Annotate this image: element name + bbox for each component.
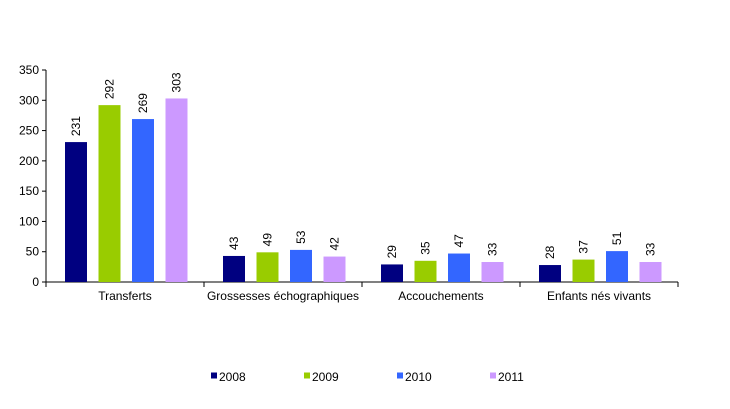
bar-2008 — [223, 255, 245, 282]
y-tick-label: 200 — [19, 154, 39, 168]
data-label: 43 — [227, 236, 241, 250]
bar-2009 — [414, 260, 437, 282]
legend-swatch-2008 — [211, 372, 217, 379]
data-label: 33 — [644, 242, 658, 256]
data-label: 292 — [103, 79, 117, 99]
x-category-label: Transferts — [98, 289, 152, 303]
legend-swatch-2011 — [490, 372, 496, 379]
x-category-label: Enfants nés vivants — [547, 289, 651, 303]
bar-2008 — [539, 265, 561, 282]
bar-2011 — [165, 98, 188, 283]
legend-swatch-2010 — [397, 372, 403, 379]
bar-2010 — [448, 253, 470, 282]
data-label: 37 — [577, 240, 591, 254]
y-tick-label: 300 — [19, 93, 39, 107]
data-label: 49 — [261, 233, 275, 247]
data-label: 28 — [543, 245, 557, 259]
legend-label: 2010 — [405, 370, 432, 384]
bar-2009 — [256, 252, 279, 282]
legend: 2008 2009 2010 2011 — [211, 370, 524, 384]
data-label: 303 — [170, 72, 184, 92]
bar-2009 — [572, 259, 595, 282]
bar-2008 — [381, 264, 403, 282]
data-label: 35 — [419, 241, 433, 255]
x-category-label: Accouchements — [398, 289, 483, 303]
bar-2009 — [98, 105, 121, 282]
x-category-label: Grossesses échographiques — [207, 289, 359, 303]
data-label: 51 — [610, 231, 624, 245]
bar-2010 — [606, 251, 628, 282]
data-label: 47 — [452, 234, 466, 248]
data-label: 231 — [69, 116, 83, 136]
bar-2008 — [65, 142, 87, 282]
y-tick-label: 100 — [19, 214, 39, 228]
bar-2010 — [290, 249, 312, 282]
y-tick-label: 250 — [19, 124, 39, 138]
data-label: 42 — [328, 237, 342, 251]
data-label: 53 — [294, 230, 308, 244]
y-tick-label: 150 — [19, 184, 39, 198]
legend-swatch-2009 — [304, 372, 310, 379]
bar-2011 — [639, 262, 662, 282]
data-label: 269 — [136, 93, 150, 113]
plot-area: 0 50 100 150 200 250 300 350 231 292 269 303 Transfe… — [19, 63, 679, 303]
data-label: 29 — [385, 245, 399, 259]
legend-label: 2011 — [498, 370, 524, 384]
y-tick-label: 350 — [19, 63, 39, 77]
bar-2011 — [323, 256, 346, 282]
y-tick-label: 50 — [26, 245, 40, 259]
data-label: 33 — [486, 242, 500, 256]
legend-label: 2009 — [312, 370, 339, 384]
y-tick-label: 0 — [32, 275, 39, 289]
legend-label: 2008 — [219, 370, 246, 384]
bar-2010 — [132, 119, 154, 282]
bar-2011 — [481, 262, 504, 282]
